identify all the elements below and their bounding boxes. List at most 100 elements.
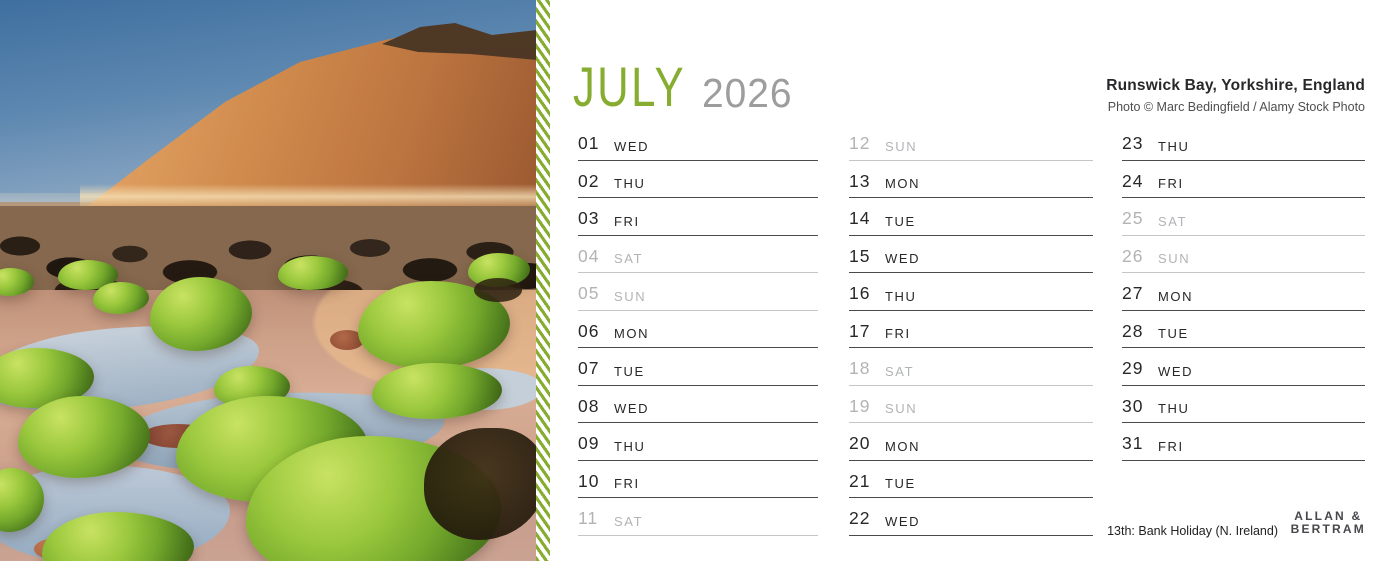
calendar-day-row: 23 THU	[1122, 123, 1365, 161]
day-of-week: MON	[885, 438, 921, 454]
day-number: 21	[849, 470, 871, 491]
brand-line-2: BERTRAM	[1290, 522, 1366, 536]
calendar-day-row: 06 MON	[578, 311, 818, 348]
day-number: 03	[578, 208, 600, 228]
day-of-week: SAT	[614, 513, 644, 529]
day-of-week: SUN	[1158, 251, 1191, 266]
day-of-week: FRI	[614, 213, 640, 229]
day-number: 28	[1122, 320, 1144, 341]
calendar-day-row: 08 WED	[578, 386, 818, 423]
day-of-week: TUE	[885, 213, 916, 229]
day-of-week: SUN	[885, 138, 918, 154]
day-number: 25	[1122, 208, 1144, 228]
day-number: 15	[849, 245, 871, 266]
calendar-day-row: 15 WED	[849, 236, 1093, 273]
day-number: 09	[578, 433, 600, 453]
calendar-day-row: 18 SAT	[849, 348, 1093, 386]
day-number: 18	[849, 358, 871, 378]
day-of-week: SUN	[614, 288, 647, 304]
photo-mossy-boulder	[372, 363, 502, 419]
day-of-week: SAT	[614, 251, 644, 266]
day-number: 06	[578, 320, 600, 341]
brand-line-1: ALLAN &	[1294, 509, 1363, 523]
day-number: 14	[849, 208, 871, 228]
calendar-day-row: 14 TUE	[849, 198, 1093, 236]
day-number: 16	[849, 283, 871, 303]
calendar-day-row: 21 TUE	[849, 461, 1093, 498]
day-number: 31	[1122, 433, 1144, 453]
photo-mossy-boulder	[93, 282, 149, 314]
day-number: 11	[578, 508, 599, 528]
day-number: 05	[578, 283, 600, 303]
landscape-photo	[0, 0, 537, 561]
day-of-week: THU	[1158, 138, 1190, 154]
calendar-column-1: 01 WED 02 THU 03 FRI 04 SAT 05 SUN 06 MON 07 TUE 08 WED…	[578, 123, 818, 536]
photo-mossy-boulder	[278, 256, 348, 290]
day-number: 17	[849, 320, 871, 341]
day-number: 08	[578, 395, 600, 416]
day-of-week: FRI	[885, 326, 911, 341]
calendar-day-row: 24 FRI	[1122, 161, 1365, 198]
day-number: 27	[1122, 283, 1144, 303]
photo-pebble	[330, 330, 364, 350]
day-number: 02	[578, 170, 600, 191]
day-number: 10	[578, 470, 600, 491]
day-of-week: THU	[614, 176, 646, 191]
day-of-week: WED	[885, 513, 921, 529]
day-of-week: TUE	[614, 363, 645, 379]
day-of-week: SUN	[885, 401, 918, 416]
photo-caption: Runswick Bay, Yorkshire, England Photo ©…	[1106, 77, 1365, 114]
calendar-day-row: 29 WED	[1122, 348, 1365, 386]
calendar-day-row: 11 SAT	[578, 498, 818, 536]
day-number: 12	[849, 133, 871, 153]
year-title: 2026	[702, 70, 793, 116]
calendar-day-row: 10 FRI	[578, 461, 818, 498]
calendar-day-row: 28 TUE	[1122, 311, 1365, 348]
calendar-day-row: 07 TUE	[578, 348, 818, 386]
calendar-day-row: 02 THU	[578, 161, 818, 198]
day-number: 20	[849, 433, 871, 453]
calendar-panel: JULY 2026 Runswick Bay, Yorkshire, Engla…	[550, 0, 1400, 561]
day-number: 04	[578, 245, 600, 266]
calendar-day-row: 22 WED	[849, 498, 1093, 536]
photo-seaweed	[474, 278, 522, 302]
day-of-week: MON	[614, 326, 650, 341]
calendar-day-row: 05 SUN	[578, 273, 818, 311]
calendar-day-row: 16 THU	[849, 273, 1093, 311]
day-of-week: THU	[885, 288, 917, 304]
calendar-day-row: 09 THU	[578, 423, 818, 461]
calendar-day-row: 01 WED	[578, 123, 818, 161]
day-of-week: FRI	[614, 476, 640, 491]
calendar-day-row: 27 MON	[1122, 273, 1365, 311]
day-of-week: FRI	[1158, 176, 1184, 191]
day-number: 24	[1122, 170, 1144, 191]
photo-location: Runswick Bay, Yorkshire, England	[1106, 77, 1365, 94]
day-of-week: FRI	[1158, 438, 1184, 454]
calendar-day-row: 04 SAT	[578, 236, 818, 273]
calendar-day-row: 25 SAT	[1122, 198, 1365, 236]
day-number: 29	[1122, 358, 1144, 378]
calendar-day-row: 03 FRI	[578, 198, 818, 236]
photo-mossy-boulder	[150, 277, 252, 351]
calendar-day-row: 31 FRI	[1122, 423, 1365, 461]
day-of-week: MON	[1158, 288, 1194, 304]
stitched-divider	[536, 0, 550, 561]
day-number: 26	[1122, 245, 1144, 266]
calendar-day-row: 30 THU	[1122, 386, 1365, 423]
day-of-week: TUE	[885, 476, 916, 491]
photo-credit: Photo © Marc Bedingfield / Alamy Stock P…	[1107, 100, 1365, 114]
day-of-week: WED	[885, 251, 921, 266]
calendar-day-row: 12 SUN	[849, 123, 1093, 161]
month-title: JULY	[573, 55, 686, 118]
day-number: 22	[849, 508, 871, 528]
day-number: 19	[849, 395, 871, 416]
holiday-note: 13th: Bank Holiday (N. Ireland)	[1107, 524, 1278, 538]
calendar-day-row: 19 SUN	[849, 386, 1093, 423]
day-of-week: WED	[614, 138, 650, 154]
day-of-week: WED	[1158, 363, 1194, 379]
calendar-day-row: 13 MON	[849, 161, 1093, 198]
calendar-day-row: 26 SUN	[1122, 236, 1365, 273]
day-number: 30	[1122, 395, 1144, 416]
photo-seaweed	[424, 428, 537, 540]
